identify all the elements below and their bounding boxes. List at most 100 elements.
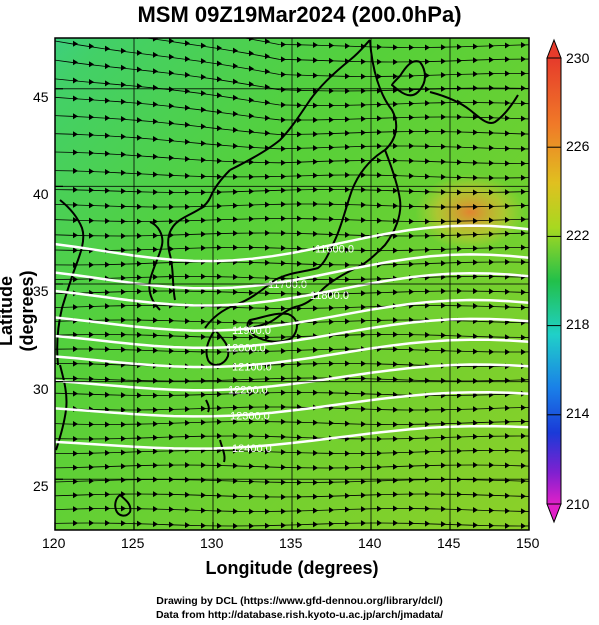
wind-arrowhead — [217, 492, 222, 499]
streamline — [55, 334, 529, 338]
wind-arrowhead — [425, 406, 430, 413]
wind-arrowhead — [89, 360, 94, 367]
wind-arrowhead — [249, 65, 254, 72]
wind-arrowhead — [217, 319, 222, 326]
wind-arrowhead — [153, 288, 158, 295]
wind-arrowhead — [329, 57, 334, 64]
wind-arrowhead — [473, 433, 478, 440]
wind-arrowhead — [249, 418, 254, 425]
wind-arrowhead — [185, 273, 190, 280]
wind-arrowhead — [169, 53, 174, 60]
wind-arrowhead — [425, 260, 430, 267]
wind-arrowhead — [89, 435, 94, 442]
wind-arrowhead — [297, 186, 302, 193]
wind-arrowhead — [489, 203, 494, 210]
wind-arrowhead — [361, 217, 366, 224]
wind-arrowhead — [137, 435, 142, 442]
wind-arrowhead — [73, 247, 78, 254]
wind-arrowhead — [393, 101, 398, 108]
wind-arrowhead — [457, 332, 462, 339]
wind-arrowhead — [153, 38, 158, 42]
wind-arrowhead — [489, 114, 494, 121]
wind-arrowhead — [105, 169, 110, 176]
streamline — [242, 38, 529, 48]
wind-arrowhead — [313, 186, 318, 193]
wind-arrowhead — [441, 505, 446, 512]
streamline — [55, 232, 529, 237]
wind-arrowhead — [137, 317, 142, 324]
wind-arrowhead — [409, 491, 414, 498]
wind-arrowhead — [425, 435, 430, 442]
wind-arrowhead — [153, 19, 158, 25]
wind-arrowhead — [265, 99, 270, 106]
wind-arrowhead — [73, 149, 78, 156]
wind-arrowhead — [265, 493, 270, 500]
wind-arrowhead — [393, 157, 398, 164]
wind-arrowhead — [409, 157, 414, 164]
wind-arrowhead — [361, 157, 366, 164]
wind-arrowhead — [201, 288, 206, 295]
wind-arrowhead — [105, 491, 110, 498]
contour-label: 11700.0 — [268, 279, 307, 291]
wind-arrowhead — [281, 201, 286, 208]
wind-arrowhead — [329, 507, 334, 514]
wind-arrowhead — [489, 419, 494, 426]
wind-arrowhead — [409, 261, 414, 268]
streamline — [55, 305, 529, 309]
wind-arrowhead — [393, 143, 398, 150]
wind-arrowhead — [489, 405, 494, 412]
wind-arrowhead — [505, 203, 510, 210]
wind-arrowhead — [185, 231, 190, 238]
wind-arrowhead — [377, 58, 382, 65]
wind-arrowhead — [73, 360, 78, 367]
wind-arrowhead — [393, 317, 398, 324]
wind-arrowhead — [329, 231, 334, 238]
wind-arrowhead — [121, 261, 126, 268]
wind-arrowhead — [505, 334, 510, 341]
wind-arrowhead — [409, 143, 414, 150]
wind-arrowhead — [105, 317, 110, 324]
wind-arrowhead — [345, 290, 350, 297]
wind-arrowhead — [505, 447, 510, 454]
colorbar-bottom-arrow — [546, 503, 562, 524]
wind-arrowhead — [233, 493, 238, 500]
wind-arrowhead — [393, 421, 398, 428]
wind-arrowhead — [297, 493, 302, 500]
wind-arrowhead — [473, 144, 478, 151]
wind-arrowhead — [201, 231, 206, 238]
wind-arrowhead — [281, 260, 286, 267]
wind-arrowhead — [377, 115, 382, 122]
wind-arrowhead — [281, 508, 286, 515]
wind-arrowhead — [345, 116, 350, 123]
wind-arrowhead — [217, 125, 222, 132]
wind-arrowhead — [201, 58, 206, 65]
wind-arrowhead — [89, 464, 94, 471]
wind-arrowhead — [329, 261, 334, 268]
wind-arrowhead — [137, 406, 142, 413]
wind-arrowhead — [169, 521, 174, 528]
wind-arrowhead — [393, 202, 398, 209]
wind-arrowhead — [217, 522, 222, 529]
wind-arrowhead — [153, 274, 158, 281]
wind-arrowhead — [345, 143, 350, 150]
wind-arrowhead — [345, 130, 350, 137]
wind-arrowhead — [121, 64, 126, 71]
wind-arrowhead — [233, 404, 238, 411]
wind-arrowhead — [329, 216, 334, 223]
wind-arrowhead — [313, 464, 318, 471]
wind-arrowhead — [281, 433, 286, 440]
colorbar-tick-label: 218 — [566, 316, 590, 332]
wind-arrowhead — [441, 232, 446, 239]
wind-arrowhead — [265, 159, 270, 166]
wind-arrowhead — [153, 347, 158, 354]
colorbar-tick-label: 210 — [566, 496, 590, 512]
wind-arrowhead — [137, 99, 142, 106]
wind-arrowhead — [473, 288, 478, 295]
streamline — [55, 508, 529, 512]
wind-arrowhead — [137, 260, 142, 267]
wind-arrowhead — [489, 160, 494, 167]
wind-arrowhead — [345, 405, 350, 412]
wind-arrowhead — [249, 274, 254, 281]
wind-arrowhead — [313, 305, 318, 312]
wind-arrowhead — [361, 331, 366, 338]
